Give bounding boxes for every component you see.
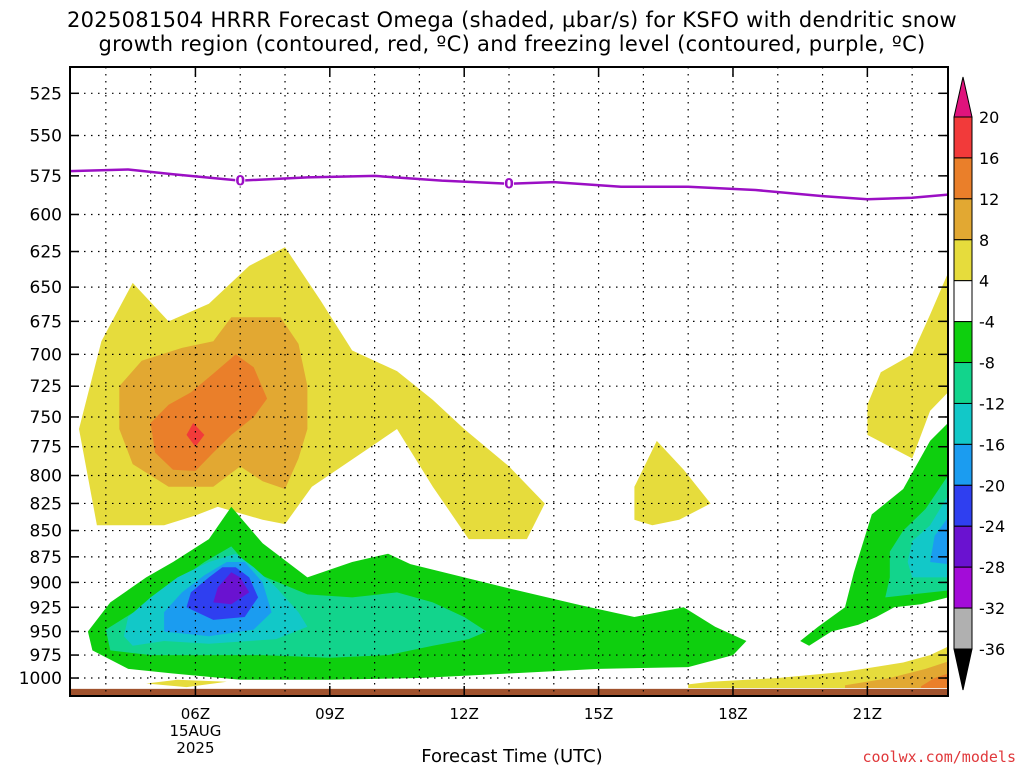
colorbar-label: 20 bbox=[979, 108, 999, 127]
colorbar-label: 4 bbox=[979, 272, 989, 291]
plot-frame bbox=[69, 66, 949, 697]
colorbar-swatch bbox=[953, 607, 973, 650]
colorbar-label: -20 bbox=[979, 476, 1005, 495]
chart-title-line2: growth region (contoured, red, ºC) and f… bbox=[98, 32, 926, 56]
freezing-level-label-bg bbox=[235, 172, 246, 187]
y-tick-label: 525 bbox=[30, 84, 62, 104]
y-tick-label: 700 bbox=[30, 345, 62, 365]
colorbar-over-triangle bbox=[953, 76, 973, 118]
chart-title: 2025081504 HRRR Forecast Omega (shaded, … bbox=[0, 8, 1024, 56]
y-tick-label: 975 bbox=[30, 646, 62, 666]
terrain-layer bbox=[70, 688, 948, 696]
colorbar-swatch bbox=[953, 566, 973, 609]
terrain-strip bbox=[70, 688, 948, 696]
y-tick-label: 625 bbox=[30, 243, 62, 263]
colorbar-swatch bbox=[953, 198, 973, 241]
x-tick-label: 06Z bbox=[181, 705, 210, 723]
y-tick-label: 950 bbox=[30, 622, 62, 642]
freezing-level-label-bg bbox=[504, 175, 514, 190]
colorbar-swatch bbox=[953, 443, 973, 486]
freezing-level-line bbox=[69, 168, 949, 201]
x-tick-label: 21Z bbox=[853, 705, 882, 723]
y-tick-label: 600 bbox=[30, 205, 62, 225]
y-tick-label: 550 bbox=[30, 127, 62, 147]
colorbar-label: -24 bbox=[979, 517, 1005, 536]
y-tick-label: 925 bbox=[30, 598, 62, 618]
y-tick-label: 675 bbox=[30, 312, 62, 332]
credit-link[interactable]: coolwx.com/models bbox=[862, 748, 1016, 766]
plot-border bbox=[69, 66, 949, 697]
colorbar-swatch bbox=[953, 116, 973, 159]
y-tick-label: 825 bbox=[30, 494, 62, 514]
colorbar-swatch bbox=[953, 321, 973, 364]
y-axis: 525 550 575 600 625 650 675 700 725 750 775 800 825 8… bbox=[19, 84, 948, 689]
colorbar-under-triangle bbox=[953, 648, 973, 691]
omega-region-13 bbox=[930, 517, 948, 565]
colorbar-swatch bbox=[953, 239, 973, 282]
colorbar-label: -12 bbox=[979, 394, 1005, 413]
x-date-label: 2025 bbox=[176, 739, 214, 757]
colorbar-label: 16 bbox=[979, 149, 999, 168]
colorbar-swatch bbox=[953, 280, 973, 323]
y-tick-label: 875 bbox=[30, 548, 62, 568]
x-tick-label: 09Z bbox=[315, 705, 344, 723]
omega-fills bbox=[79, 247, 948, 688]
omega-region-4 bbox=[150, 354, 268, 471]
x-date-label: 15AUG bbox=[169, 722, 221, 740]
colorbar-label: -4 bbox=[979, 313, 995, 332]
y-tick-label: 750 bbox=[30, 408, 62, 428]
y-tick-label: 575 bbox=[30, 167, 62, 187]
omega-region-18 bbox=[921, 673, 948, 688]
colorbar-label: -8 bbox=[979, 354, 995, 373]
colorbar-label: -32 bbox=[979, 599, 1005, 618]
colorbar-swatch bbox=[953, 484, 973, 527]
colorbar: 20 16 12 8 4 -4 -8 -12 -16 -20 -24 -28 -32 -36 bbox=[953, 76, 1005, 691]
y-tick-label: 900 bbox=[30, 573, 62, 593]
x-tick-label: 15Z bbox=[584, 705, 613, 723]
omega-region-17 bbox=[845, 661, 948, 688]
colorbar-label: -16 bbox=[979, 435, 1005, 454]
colorbar-label: 12 bbox=[979, 190, 999, 209]
omega-region-2 bbox=[867, 273, 948, 459]
omega-region-19 bbox=[146, 679, 227, 688]
colorbar-label: 8 bbox=[979, 231, 989, 250]
y-tick-label: 775 bbox=[30, 438, 62, 458]
colorbar-swatch bbox=[953, 402, 973, 445]
omega-region-1 bbox=[634, 440, 711, 526]
chart-title-line1: 2025081504 HRRR Forecast Omega (shaded, … bbox=[66, 8, 958, 32]
x-tick-label: 18Z bbox=[718, 705, 747, 723]
y-tick-label: 850 bbox=[30, 522, 62, 542]
colorbar-swatch bbox=[953, 362, 973, 404]
y-tick-label: 725 bbox=[30, 377, 62, 397]
freezing-level-label: 0 bbox=[235, 174, 245, 190]
freezing-level-label: 0 bbox=[504, 177, 514, 193]
omega-region-15 bbox=[213, 572, 250, 605]
x-axis-label: Forecast Time (UTC) bbox=[421, 746, 603, 767]
colorbar-label: -36 bbox=[979, 640, 1005, 659]
colorbar-label: -28 bbox=[979, 558, 1005, 577]
omega-region-5 bbox=[186, 423, 205, 447]
x-tick-label: 12Z bbox=[450, 705, 479, 723]
y-tick-label: 1000 bbox=[19, 669, 62, 689]
y-tick-label: 650 bbox=[30, 278, 62, 298]
colorbar-swatch bbox=[953, 157, 973, 200]
y-tick-label: 800 bbox=[30, 467, 62, 487]
colorbar-swatch bbox=[953, 525, 973, 568]
